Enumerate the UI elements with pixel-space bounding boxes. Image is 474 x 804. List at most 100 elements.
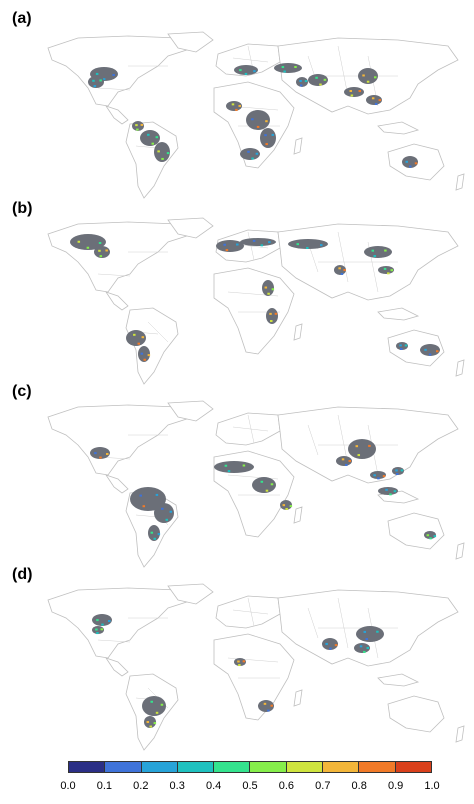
value-pixel	[265, 489, 269, 492]
value-pixel	[251, 157, 254, 160]
value-pixel	[325, 642, 328, 645]
cropland-area	[296, 77, 308, 87]
country-border	[337, 231, 349, 283]
value-pixel	[424, 348, 427, 351]
landmass	[387, 512, 445, 550]
cropland-area	[142, 696, 166, 716]
value-pixel	[359, 645, 363, 648]
country-border	[337, 597, 349, 649]
colorbar-segment	[286, 762, 324, 772]
value-pixel	[426, 534, 430, 537]
value-pixel	[334, 644, 338, 647]
value-pixel	[260, 244, 264, 247]
value-pixel	[363, 630, 367, 633]
value-pixel	[260, 480, 264, 483]
value-pixel	[96, 619, 99, 622]
value-pixel	[238, 104, 241, 107]
cropland-area	[216, 240, 244, 252]
value-pixel	[231, 103, 235, 106]
country-border	[227, 657, 279, 663]
value-pixel	[105, 249, 108, 252]
value-pixel	[271, 288, 275, 291]
value-pixel	[139, 494, 142, 497]
country-border	[147, 321, 169, 343]
cropland-area	[88, 76, 104, 88]
colorbar-tick-label: 0.0	[60, 780, 76, 792]
value-pixel	[274, 312, 278, 315]
landmass	[215, 229, 281, 263]
value-pixel	[376, 630, 379, 633]
value-pixel	[378, 99, 382, 102]
value-pixel	[304, 80, 308, 83]
value-pixel	[264, 134, 267, 137]
cropland-area	[90, 447, 110, 459]
landmass	[125, 307, 179, 385]
country-border	[97, 639, 131, 643]
colorbar-tick-label: 0.1	[96, 780, 113, 792]
value-pixel	[393, 490, 397, 493]
value-pixel	[150, 700, 153, 703]
cropland-area	[344, 87, 364, 97]
cropland-area	[348, 439, 376, 459]
colorbar-segment	[250, 762, 287, 772]
value-pixel	[253, 70, 256, 73]
cropland-area	[396, 342, 408, 350]
value-pixel	[136, 128, 139, 131]
value-pixel	[166, 152, 170, 155]
value-pixel	[227, 470, 231, 473]
value-pixel	[399, 347, 403, 350]
value-pixel	[153, 722, 157, 725]
value-pixel	[343, 269, 346, 272]
world-map	[47, 31, 465, 199]
value-pixel	[99, 79, 102, 82]
value-pixel	[319, 244, 323, 247]
value-pixel	[357, 454, 361, 457]
value-pixel	[93, 85, 97, 88]
value-pixel	[362, 74, 365, 77]
value-pixel	[264, 286, 268, 289]
value-pixel	[283, 70, 286, 73]
value-pixel	[299, 79, 302, 82]
colorbar-segment	[105, 762, 142, 772]
cropland-area	[258, 700, 274, 712]
map-panel-c	[18, 395, 468, 571]
value-pixel	[387, 272, 390, 275]
value-pixel	[267, 709, 270, 712]
value-pixel	[141, 336, 145, 339]
value-pixel	[408, 165, 412, 168]
colorbar-tick-label: 0.8	[351, 780, 367, 792]
value-pixel	[390, 269, 394, 272]
value-pixel	[102, 78, 106, 81]
landmass	[105, 105, 129, 125]
cropland-area	[402, 156, 418, 168]
value-pixel	[143, 358, 146, 361]
value-pixel	[371, 249, 375, 252]
value-pixel	[429, 537, 432, 540]
country-border	[247, 231, 255, 261]
value-pixel	[396, 473, 399, 476]
value-pixel	[237, 660, 240, 663]
cropland-area	[144, 716, 156, 728]
value-pixel	[256, 125, 260, 128]
value-pixel	[247, 150, 250, 153]
value-pixel	[433, 535, 437, 538]
cropland-area	[336, 456, 352, 466]
value-pixel	[100, 628, 104, 631]
value-pixel	[428, 353, 432, 356]
value-pixel	[147, 133, 150, 136]
value-pixel	[99, 255, 103, 258]
value-pixel	[252, 239, 256, 242]
value-pixel	[404, 344, 408, 347]
value-pixel	[341, 458, 345, 461]
landmass	[377, 307, 420, 321]
colorbar-segment	[214, 762, 251, 772]
value-pixel	[350, 94, 354, 97]
cropland-area	[126, 330, 146, 346]
country-border	[232, 609, 269, 615]
cropland-area	[132, 121, 144, 131]
value-pixel	[235, 108, 238, 111]
value-pixel	[315, 76, 318, 79]
value-pixel	[270, 320, 273, 323]
value-pixel	[268, 241, 271, 244]
value-pixel	[255, 152, 259, 155]
